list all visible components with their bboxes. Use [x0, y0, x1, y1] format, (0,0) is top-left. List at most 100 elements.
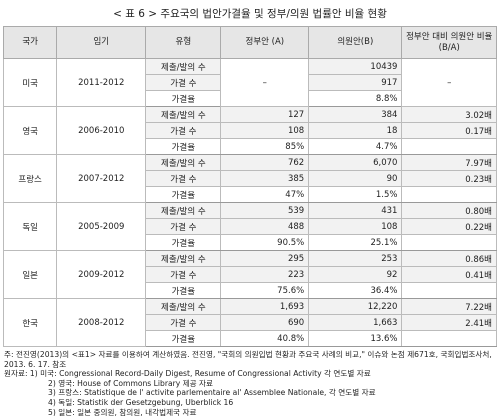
- ratio-cell: [401, 234, 497, 251]
- ratio-cell: 0.22배: [401, 218, 497, 235]
- type-cell: 가결 수: [145, 266, 222, 283]
- ratio-cell: 0.17배: [401, 122, 497, 139]
- term-cell: 2011-2012: [56, 58, 147, 107]
- table-row: 일본 2009-2012 제출/발의 수 295 253 0.86배: [2, 250, 497, 299]
- member-cell: 36.4%: [308, 282, 403, 299]
- ratio-cell: [401, 282, 497, 299]
- table-body: 미국 2011-2012 제출/발의 수 –10439– 가결 수 917 가결율 8.8% 영…: [2, 58, 497, 347]
- gov-cell: 108: [220, 122, 310, 139]
- gov-cell: 762: [220, 154, 310, 171]
- type-cell: 제출/발의 수: [145, 106, 222, 123]
- type-cell: 제출/발의 수: [145, 298, 222, 315]
- table-row: 독일 2005-2009 제출/발의 수 539 431 0.80배: [2, 202, 497, 251]
- header-cell: 정부안 (A): [220, 26, 310, 59]
- table-row: 프랑스 2007-2012 제출/발의 수 762 6,070 7.97배: [2, 154, 497, 203]
- ratio-cell: 0.86배: [401, 250, 497, 267]
- member-cell: 1.5%: [308, 186, 403, 203]
- table-row: 한국 2008-2012 제출/발의 수 1,693 12,220 7.22배: [2, 298, 497, 347]
- term-cell: 2008-2012: [56, 298, 147, 347]
- gov-cell: 385: [220, 170, 310, 187]
- gov-cell: 47%: [220, 186, 310, 203]
- table-row: 영국 2006-2010 제출/발의 수 127 384 3.02배: [2, 106, 497, 155]
- gov-cell: 75.6%: [220, 282, 310, 299]
- member-cell: 10439: [308, 58, 403, 75]
- country-cell: 한국: [2, 298, 58, 347]
- country-cell: 독일: [2, 202, 58, 251]
- ratio-cell: 0.41배: [401, 266, 497, 283]
- header-cell: 임기: [56, 26, 147, 59]
- note-line: 3) 프랑스: Statistique de l' activite parle…: [48, 388, 376, 398]
- term-cell: 2005-2009: [56, 202, 147, 251]
- term-cell: 2009-2012: [56, 250, 147, 299]
- gov-cell: 40.8%: [220, 330, 310, 347]
- ratio-cell: 2.41배: [401, 314, 497, 331]
- ratio-cell: –: [401, 58, 497, 107]
- note-line: 2) 영국: House of Commons Library 제공 자료: [48, 378, 213, 388]
- table-row: 가결 수 385 90 0.23배: [4, 170, 497, 187]
- header-row: 국가 임기 유형 정부안 (A) 의원안(B) 정부안 대비 의원안 비율 (B/A): [2, 26, 497, 59]
- gov-cell: 488: [220, 218, 310, 235]
- term-cell: 2006-2010: [56, 106, 147, 155]
- member-cell: 92: [308, 266, 403, 283]
- table-row: 가결 수 917: [4, 74, 497, 91]
- country-cell: 프랑스: [2, 154, 58, 203]
- type-cell: 가결 수: [145, 314, 222, 331]
- ratio-cell: 0.23배: [401, 170, 497, 187]
- member-cell: 253: [308, 250, 403, 267]
- type-cell: 가결율: [145, 234, 222, 251]
- member-cell: 8.8%: [308, 90, 403, 107]
- type-cell: 가결율: [145, 330, 222, 347]
- type-cell: 제출/발의 수: [145, 202, 222, 219]
- table-row: 가결 수 108 18 0.17배: [4, 122, 497, 139]
- table-row: 가결 수 488 108 0.22배: [4, 218, 497, 235]
- header-cell: 의원안(B): [308, 26, 403, 59]
- member-cell: 90: [308, 170, 403, 187]
- member-cell: 4.7%: [308, 138, 403, 155]
- ratio-cell: [401, 138, 497, 155]
- gov-cell: 85%: [220, 138, 310, 155]
- country-cell: 일본: [2, 250, 58, 299]
- member-cell: 384: [308, 106, 403, 123]
- ratio-cell: 7.22배: [401, 298, 497, 315]
- type-cell: 제출/발의 수: [145, 58, 222, 75]
- ratio-cell: 0.80배: [401, 202, 497, 219]
- header-cell: 국가: [2, 26, 58, 59]
- type-cell: 가결 수: [145, 74, 222, 91]
- table: 국가 임기 유형 정부안 (A) 의원안(B) 정부안 대비 의원안 비율 (B/A) 미국…: [2, 26, 497, 347]
- country-cell: 영국: [2, 106, 58, 155]
- type-cell: 제출/발의 수: [145, 250, 222, 267]
- gov-cell: 295: [220, 250, 310, 267]
- table-row: 가결 수 690 1,663 2.41배: [4, 314, 497, 331]
- gov-cell: 690: [220, 314, 310, 331]
- note-line: 주: 전진영(2013)의 <표1> 자료를 이용하여 계산하였음. 전진영, …: [4, 350, 492, 369]
- type-cell: 가결 수: [145, 218, 222, 235]
- member-cell: 13.6%: [308, 330, 403, 347]
- member-cell: 6,070: [308, 154, 403, 171]
- notes: 주: 전진영(2013)의 <표1> 자료를 이용하여 계산하였음. 전진영, …: [4, 350, 496, 416]
- member-cell: 1,663: [308, 314, 403, 331]
- type-cell: 제출/발의 수: [145, 154, 222, 171]
- gov-cell: 539: [220, 202, 310, 219]
- type-cell: 가결율: [145, 138, 222, 155]
- table-row: 가결율 75.6% 36.4%: [4, 282, 497, 299]
- ratio-cell: 7.97배: [401, 154, 497, 171]
- note-line: 5) 일본: 일본 중의원, 참의원, 내각법제국 자료: [48, 407, 197, 416]
- country-cell: 미국: [2, 58, 58, 107]
- ratio-cell: [401, 330, 497, 347]
- gov-cell: –: [220, 58, 310, 107]
- table-row: 가결율 8.8%: [4, 90, 497, 107]
- table-title: < 표 6 > 주요국의 법안가결율 및 정부/의원 법률안 비율 현황: [113, 8, 387, 20]
- gov-cell: 223: [220, 266, 310, 283]
- ratio-cell: [401, 186, 497, 203]
- note-line: 원자료: 1) 미국: Congressional Record-Daily D…: [4, 369, 371, 379]
- table-row: 가결율 40.8% 13.6%: [4, 330, 497, 347]
- member-cell: 25.1%: [308, 234, 403, 251]
- type-cell: 가결율: [145, 186, 222, 203]
- note-line: 4) 독일: Statistik der Gesetzgebung, Uberb…: [48, 397, 234, 407]
- table-row: 가결율 90.5% 25.1%: [4, 234, 497, 251]
- table-row: 미국 2011-2012 제출/발의 수 –10439–: [2, 58, 497, 107]
- type-cell: 가결 수: [145, 122, 222, 139]
- member-cell: 18: [308, 122, 403, 139]
- member-cell: 108: [308, 218, 403, 235]
